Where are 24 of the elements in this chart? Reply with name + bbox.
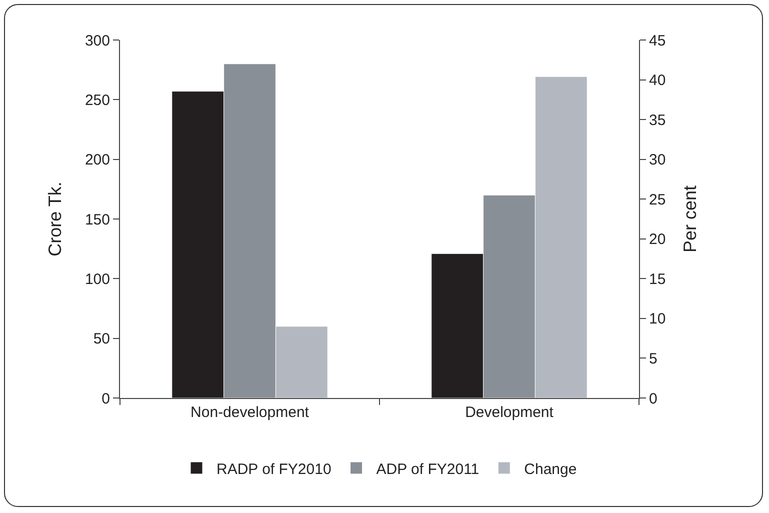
y2-tick-label: 20 [649,231,666,248]
x-tick-label: Development [465,404,554,421]
y2-tick-label: 0 [649,390,658,408]
y-tick-label: 200 [84,152,110,169]
y2-tick-label: 40 [649,72,666,90]
y2-axis-title: Per cent [680,185,700,253]
y2-tick-label: 30 [649,152,666,169]
y2-tick-label: 45 [649,32,666,50]
y2-tick-label: 5 [649,350,658,368]
y2-tick-label: 35 [649,112,666,129]
y-tick-label: 150 [84,211,110,228]
y2-tick-label: 10 [649,310,666,328]
y2-tick-label: 25 [649,191,666,208]
y-tick-label: 300 [84,32,110,50]
y-tick-label: 100 [84,270,110,288]
y-tick-label: 250 [84,92,110,109]
legend-label: Change [524,460,577,478]
y-tick-label: 50 [93,330,110,348]
y-axis-title: Crore Tk. [45,182,66,256]
y2-tick-label: 15 [649,270,666,288]
x-tick-label: Non-development [190,404,310,421]
y-tick-label: 0 [102,390,110,408]
legend-label: RADP of FY2010 [216,460,332,478]
legend-label: ADP of FY2011 [376,460,480,478]
